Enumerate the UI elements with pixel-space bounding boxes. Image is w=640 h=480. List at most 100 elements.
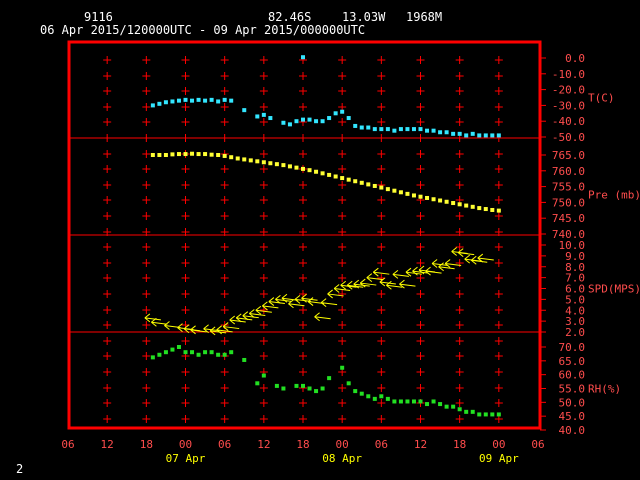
wind-arrow xyxy=(471,259,488,263)
wind-arrow xyxy=(327,293,344,297)
wind-arrow-head xyxy=(242,311,249,317)
wind-arrow-head xyxy=(235,317,242,323)
data-point xyxy=(196,97,201,102)
data-point xyxy=(294,383,299,388)
y-tick-label: 55.0 xyxy=(559,383,586,396)
data-point xyxy=(255,381,260,386)
data-point xyxy=(392,188,397,193)
data-point xyxy=(392,128,397,133)
wind-arrow xyxy=(268,301,285,305)
data-point xyxy=(470,409,475,414)
wind-arrow-head xyxy=(412,270,418,276)
wind-arrow xyxy=(445,262,462,266)
wind-arrow-head xyxy=(262,301,268,307)
wind-arrow xyxy=(314,316,331,320)
data-point xyxy=(242,108,247,113)
data-point xyxy=(457,202,462,207)
station-elev: 1968M xyxy=(406,10,443,24)
wind-arrow xyxy=(288,303,305,307)
y-tick-label: 65.0 xyxy=(559,355,586,368)
wind-arrow-head xyxy=(242,315,249,321)
x-tick-label: 00 xyxy=(179,438,192,451)
wind-arrow-head xyxy=(333,288,340,293)
y-tick-label: 755.0 xyxy=(552,181,585,194)
data-point xyxy=(379,185,384,190)
wind-arrow xyxy=(405,271,423,275)
y-tick-label: 6.0 xyxy=(565,283,585,296)
data-point xyxy=(333,111,338,116)
data-point xyxy=(490,133,495,138)
wind-arrow-head xyxy=(190,329,196,335)
data-point xyxy=(274,383,279,388)
data-point xyxy=(483,412,488,417)
wind-arrow-head xyxy=(327,289,333,295)
data-point xyxy=(451,201,456,206)
data-point xyxy=(274,162,279,167)
data-point xyxy=(464,133,469,138)
wind-arrow-head xyxy=(412,266,418,272)
wind-arrow xyxy=(249,313,266,317)
data-point xyxy=(170,152,175,157)
data-point xyxy=(379,127,384,132)
data-point xyxy=(281,120,286,125)
wind-arrow-head xyxy=(216,329,222,335)
wind-arrow-head xyxy=(418,269,425,275)
wind-arrow-head xyxy=(379,281,386,287)
wind-arrow-head xyxy=(464,258,471,264)
data-point xyxy=(425,402,430,407)
wind-arrow-head xyxy=(314,316,320,322)
data-point xyxy=(222,97,227,102)
wind-arrow-head xyxy=(209,330,216,336)
wind-arrow xyxy=(399,283,416,287)
data-point xyxy=(418,194,423,199)
data-point xyxy=(457,407,462,412)
panel-label: RH(%) xyxy=(588,383,621,396)
data-point xyxy=(157,352,162,357)
data-point xyxy=(327,376,332,381)
wind-arrow-head xyxy=(294,294,301,300)
data-point xyxy=(170,99,175,104)
data-point xyxy=(346,177,351,182)
data-point xyxy=(190,151,195,156)
wind-arrow-head xyxy=(477,253,484,259)
wind-arrow-head xyxy=(359,278,366,284)
data-point xyxy=(229,98,234,103)
data-point xyxy=(281,386,286,391)
data-point xyxy=(496,133,501,138)
wind-arrow xyxy=(275,298,292,302)
wind-arrow-head xyxy=(229,315,236,321)
data-point xyxy=(392,399,397,404)
y-tick-label: 60.0 xyxy=(559,369,586,382)
wind-arrow xyxy=(144,317,161,321)
data-point xyxy=(320,119,325,124)
x-tick-label: 06 xyxy=(531,438,544,451)
wind-arrow-head xyxy=(373,271,379,277)
x-tick-label: 06 xyxy=(61,438,74,451)
data-point xyxy=(268,116,273,121)
data-point xyxy=(196,352,201,357)
data-point xyxy=(287,122,292,127)
data-point xyxy=(451,131,456,136)
wind-arrow-head xyxy=(399,283,405,289)
data-point xyxy=(190,350,195,355)
wind-arrow-head xyxy=(281,293,288,299)
data-point xyxy=(359,391,364,396)
station-id: 9116 xyxy=(84,10,113,24)
data-point xyxy=(438,402,443,407)
wind-arrow-head xyxy=(431,259,438,264)
data-point xyxy=(398,127,403,132)
data-point xyxy=(425,195,430,200)
data-point xyxy=(183,97,188,102)
wind-arrow xyxy=(366,277,383,281)
data-point xyxy=(379,394,384,399)
wind-arrow-head xyxy=(151,321,157,327)
data-point xyxy=(340,109,345,114)
data-point xyxy=(327,172,332,177)
data-point xyxy=(170,347,175,352)
wind-arrow-head xyxy=(209,326,216,332)
date-label: 09 Apr xyxy=(479,452,519,465)
data-point xyxy=(438,130,443,135)
wind-arrow xyxy=(236,317,253,321)
wind-arrow-head xyxy=(320,298,327,304)
